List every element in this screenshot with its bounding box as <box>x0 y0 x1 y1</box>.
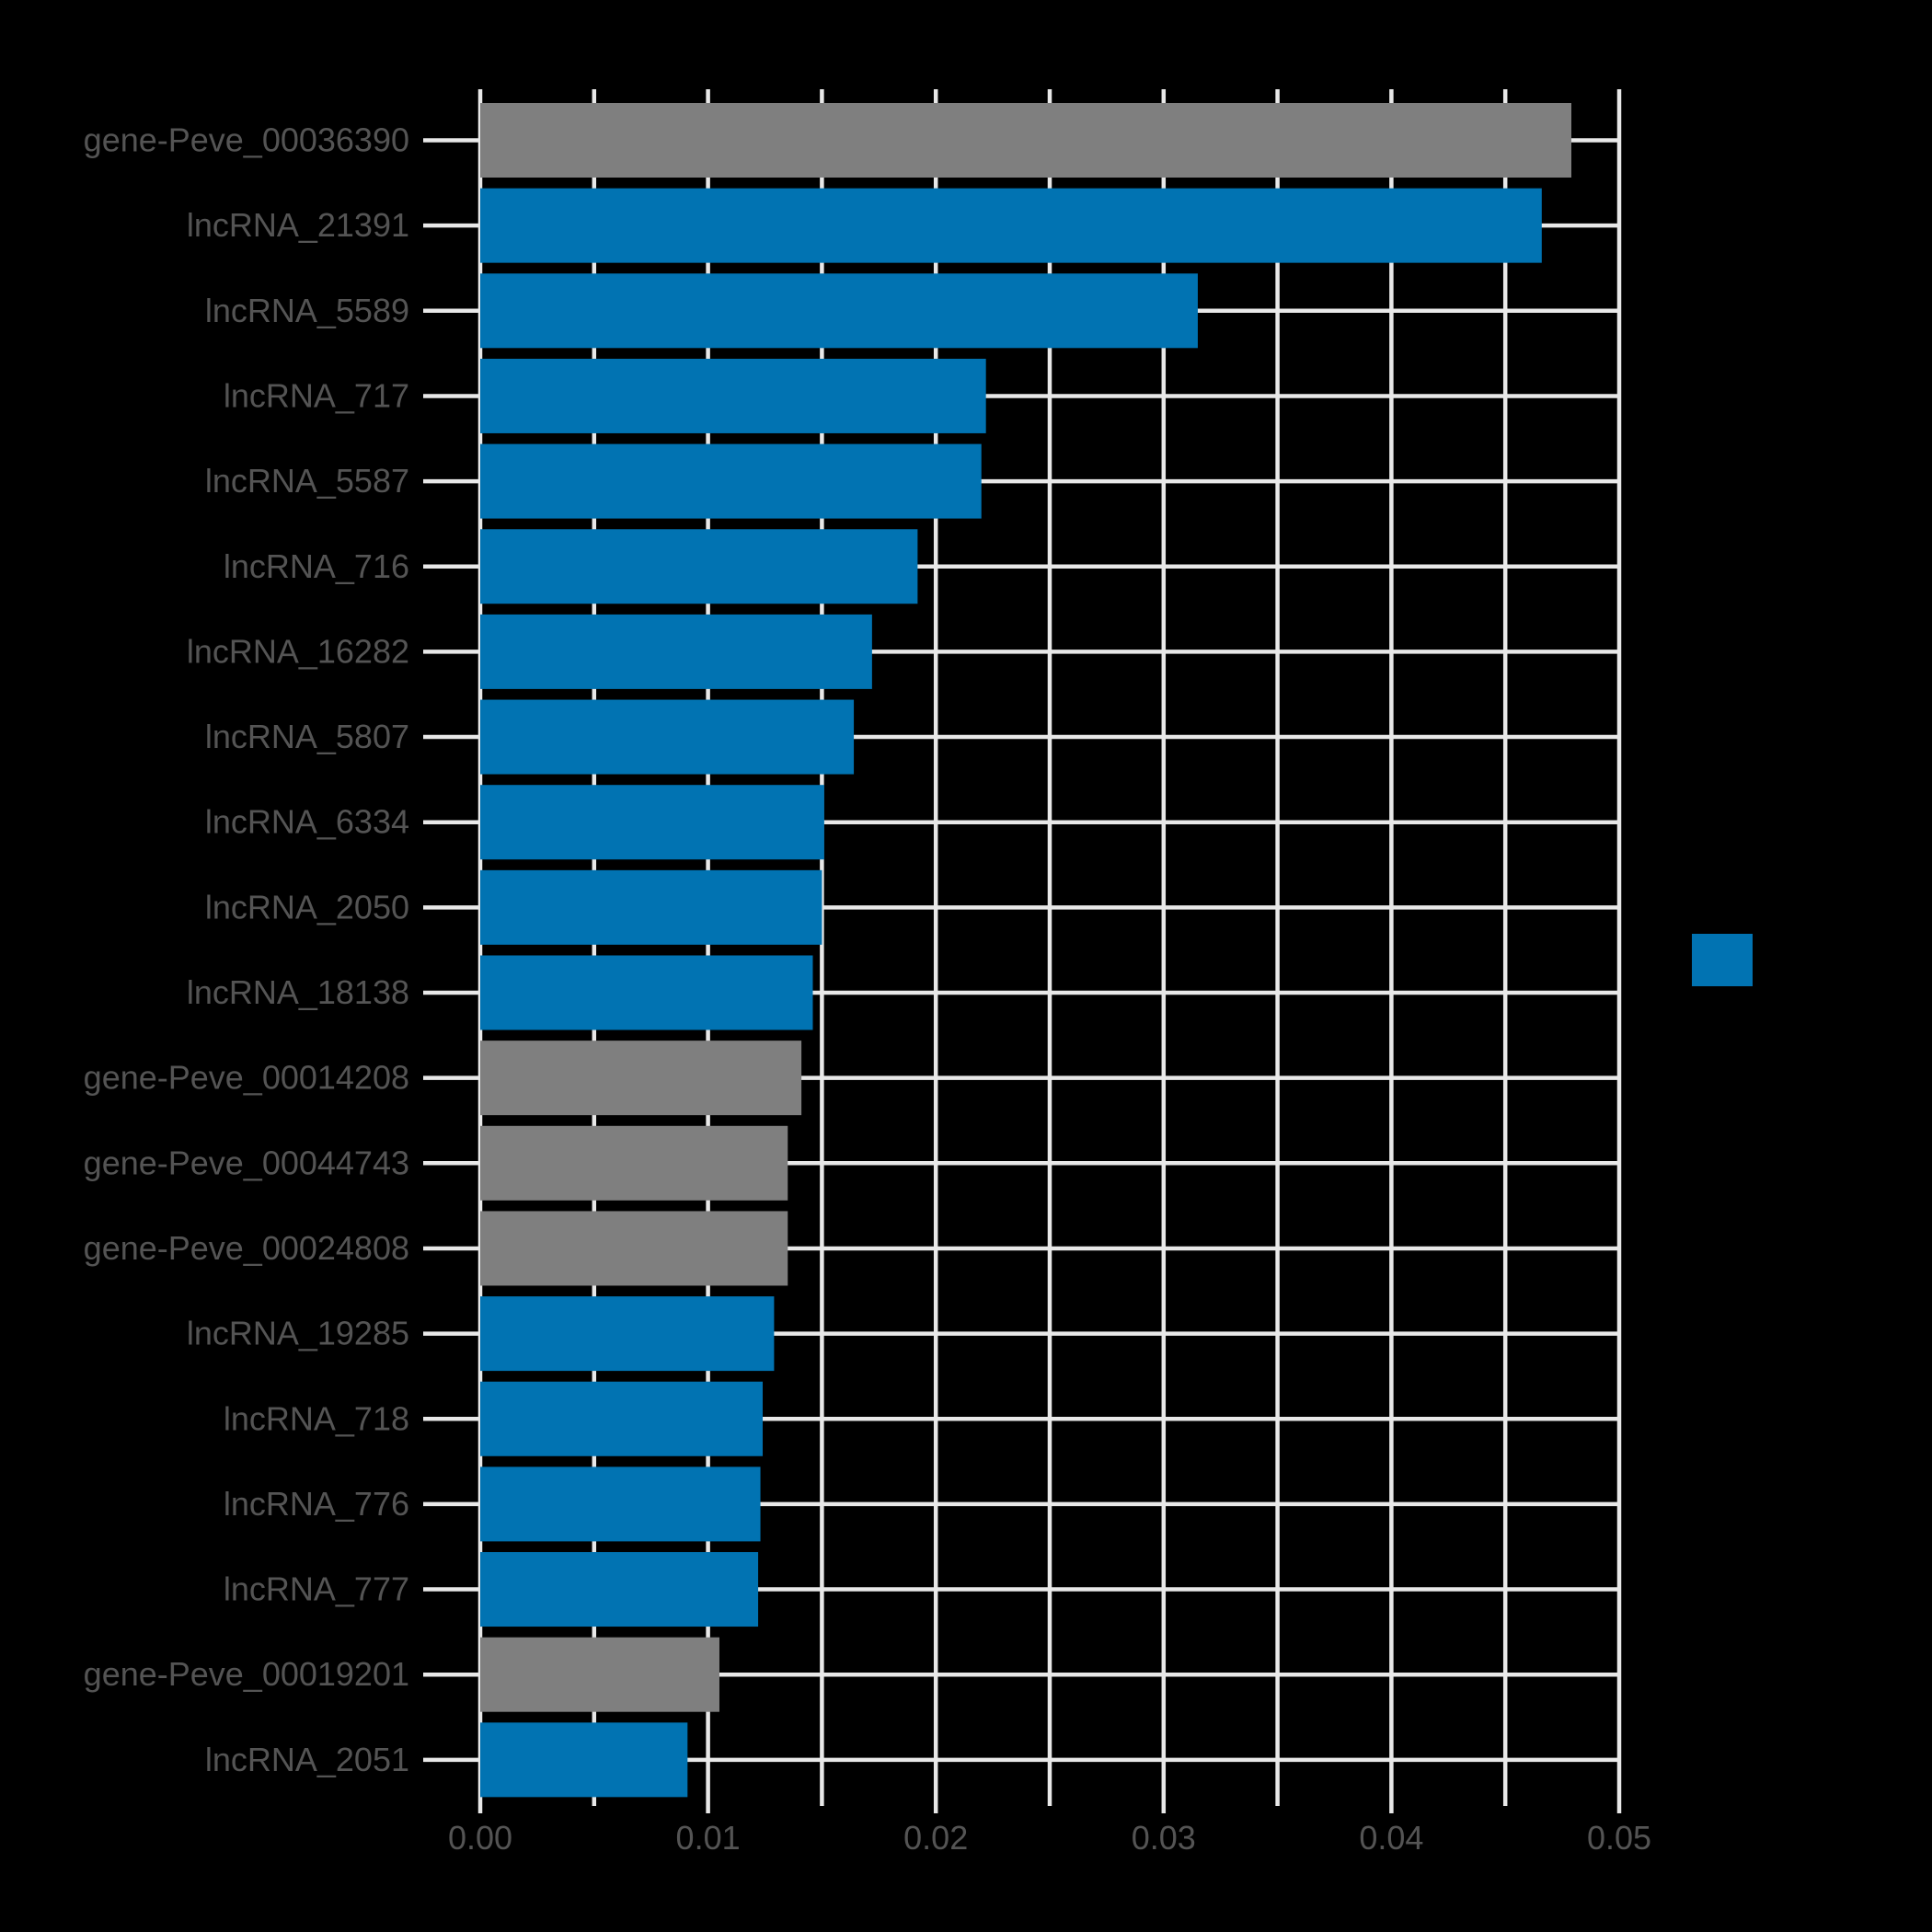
y-tick-label: gene-Peve_00036390 <box>84 121 409 159</box>
bar <box>480 1211 788 1286</box>
bar <box>480 188 1542 263</box>
legend-swatch <box>1692 934 1753 986</box>
bar <box>480 614 872 689</box>
y-tick-label: lncRNA_19285 <box>187 1315 409 1352</box>
y-tick-label: lncRNA_2050 <box>205 888 409 926</box>
bar <box>480 358 986 433</box>
bar <box>480 1125 788 1201</box>
bar <box>480 1041 802 1116</box>
bar <box>480 1637 719 1712</box>
y-tick-label: gene-Peve_00019201 <box>84 1655 409 1693</box>
y-tick-label: gene-Peve_00014208 <box>84 1059 409 1097</box>
x-tick-label: 0.00 <box>448 1819 512 1857</box>
bar <box>480 869 822 945</box>
y-tick-label: lncRNA_717 <box>224 376 409 414</box>
x-tick-label: 0.05 <box>1587 1819 1651 1857</box>
y-tick-label: lncRNA_5589 <box>205 292 409 329</box>
y-tick-label: lncRNA_16282 <box>187 632 409 670</box>
y-tick-label: lncRNA_5807 <box>205 718 409 755</box>
y-tick-label: lncRNA_21391 <box>187 206 409 244</box>
y-tick-label: lncRNA_777 <box>224 1570 409 1608</box>
bar <box>480 1466 761 1542</box>
bar <box>480 1552 759 1627</box>
y-tick-label: gene-Peve_00024808 <box>84 1229 409 1267</box>
bar <box>480 699 855 775</box>
bar <box>480 785 824 860</box>
bar <box>480 529 918 604</box>
y-tick-label: lncRNA_776 <box>224 1485 409 1523</box>
y-tick-label: lncRNA_6334 <box>205 803 409 841</box>
bar <box>480 1722 688 1798</box>
y-tick-label: lncRNA_5587 <box>205 462 409 500</box>
bar <box>480 1381 764 1456</box>
bar <box>480 273 1198 349</box>
bar <box>480 1296 775 1372</box>
y-tick-label: lncRNA_718 <box>224 1399 409 1437</box>
x-tick-label: 0.03 <box>1132 1819 1196 1857</box>
y-tick-label: lncRNA_2051 <box>205 1741 409 1778</box>
bar <box>480 955 813 1030</box>
bar <box>480 103 1572 178</box>
y-tick-label: lncRNA_716 <box>224 547 409 585</box>
bar <box>480 443 982 519</box>
y-tick-label: lncRNA_18138 <box>187 973 409 1011</box>
x-tick-label: 0.01 <box>676 1819 741 1857</box>
x-tick-label: 0.02 <box>903 1819 968 1857</box>
x-tick-label: 0.04 <box>1359 1819 1423 1857</box>
y-tick-label: gene-Peve_00044743 <box>84 1144 409 1181</box>
